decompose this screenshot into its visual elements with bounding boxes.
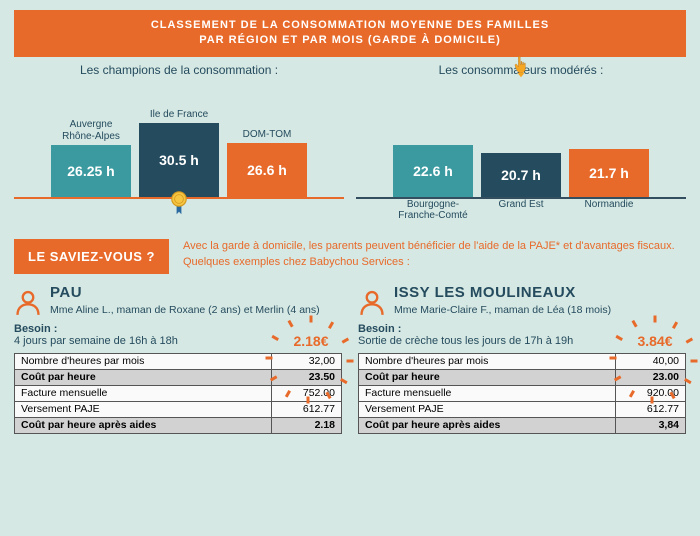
bar-top-label: DOM-TOM [243, 129, 292, 141]
medal-icon [167, 191, 191, 215]
bar-value: 30.5 h [159, 152, 199, 168]
bar: 20.7 h [481, 153, 561, 197]
bar-bottom-label: Bourgogne-Franche-Comté [389, 199, 477, 221]
bar-value: 22.6 h [413, 163, 453, 179]
bar-group: DOM-TOM 26.6 h [227, 129, 307, 197]
champions-title: Les champions de la consommation : [14, 63, 344, 77]
row-value: 612.77 [616, 401, 686, 417]
bar-charts-row: Les champions de la consommation : Auver… [0, 57, 700, 221]
champions-column: Les champions de la consommation : Auver… [14, 63, 344, 221]
row-label: Versement PAJE [15, 401, 272, 417]
row-label: Coût par heure [15, 369, 272, 385]
table-row: Coût par heure23.00 [359, 369, 686, 385]
bar-group: 21.7 h [569, 149, 649, 197]
row-value: 2.18 [272, 417, 342, 433]
bar-top-label: Ile de France [150, 109, 208, 121]
table-row: Coût par heure après aides2.18 [15, 417, 342, 433]
bar: 26.6 h [227, 143, 307, 197]
page-title: CLASSEMENT DE LA CONSOMMATION MOYENNE DE… [14, 10, 686, 57]
card-header: PAU Mme Aline L., maman de Roxane (2 ans)… [14, 284, 342, 317]
besoin-text: 4 jours par semaine de 16h à 18h [14, 335, 178, 347]
row-label: Versement PAJE [359, 401, 616, 417]
person-icon [358, 288, 386, 316]
table-row: Facture mensuelle752.00 [15, 385, 342, 401]
bar-top-label: AuvergneRhône-Alpes [62, 119, 120, 143]
table-row: Versement PAJE612.77 [359, 401, 686, 417]
row-label: Coût par heure après aides [359, 417, 616, 433]
bar-group: 22.6 h [393, 145, 473, 197]
row-label: Facture mensuelle [359, 385, 616, 401]
row-value: 3,84 [616, 417, 686, 433]
bar-value: 26.6 h [247, 162, 287, 178]
title-line2: PAR RÉGION ET PAR MOIS (GARDE À DOMICILE… [24, 33, 676, 48]
bar-value: 21.7 h [589, 165, 629, 181]
table-row: Facture mensuelle920.00 [359, 385, 686, 401]
bar: 21.7 h [569, 149, 649, 197]
moderes-column: Les consommateurs modérés : 22.6 h20.7 h… [356, 63, 686, 221]
card-city: PAU [50, 284, 320, 301]
table-row: Coût par heure23.50 [15, 369, 342, 385]
moderes-bars: 22.6 h 20.7 h 21.7 h [356, 81, 686, 199]
besoin-label: Besoin : [14, 323, 57, 335]
price-value: 3.84€ [637, 333, 672, 349]
bar-group: Ile de France 30.5 h [139, 109, 219, 197]
bar-group: AuvergneRhône-Alpes 26.25 h [51, 119, 131, 197]
examples-row: 2.18€ PAU Mme Aline L., maman de Roxane (2… [0, 274, 700, 434]
besoin-text: Sortie de crèche tous les jours de 17h à… [358, 335, 573, 347]
price-starburst: 2.18€ [284, 314, 338, 368]
table-row: Coût par heure après aides3,84 [359, 417, 686, 433]
saviez-button: LE SAVIEZ-VOUS ? [14, 239, 169, 274]
row-label: Facture mensuelle [15, 385, 272, 401]
moderes-bottom-labels: Bourgogne-Franche-ComtéGrand EstNormandi… [356, 199, 686, 221]
card-subtitle: Mme Marie-Claire F., maman de Léa (18 mo… [394, 303, 611, 317]
bar-bottom-label: Normandie [565, 199, 653, 221]
price-value: 2.18€ [293, 333, 328, 349]
bar-value: 20.7 h [501, 167, 541, 183]
bar: 30.5 h [139, 123, 219, 197]
price-starburst: 3.84€ [628, 314, 682, 368]
row-label: Coût par heure [359, 369, 616, 385]
pointer-hand-icon [509, 55, 533, 79]
bar: 26.25 h [51, 145, 131, 197]
title-line1: CLASSEMENT DE LA CONSOMMATION MOYENNE DE… [24, 18, 676, 33]
example-card-issy: 3.84€ ISSY LES MOULINEAUX Mme Marie-Claire… [358, 284, 686, 434]
card-header: ISSY LES MOULINEAUX Mme Marie-Claire F., … [358, 284, 686, 317]
bar-group: 20.7 h [481, 153, 561, 197]
bar-value: 26.25 h [67, 163, 114, 179]
champions-bars: AuvergneRhône-Alpes 26.25 h Ile de France 3… [14, 81, 344, 199]
row-label: Nombre d'heures par mois [359, 353, 616, 369]
example-card-pau: 2.18€ PAU Mme Aline L., maman de Roxane (2… [14, 284, 342, 434]
person-icon [14, 288, 42, 316]
row-label: Nombre d'heures par mois [15, 353, 272, 369]
bar-bottom-label: Grand Est [477, 199, 565, 221]
row-value: 23.50 [272, 369, 342, 385]
saviez-section: LE SAVIEZ-VOUS ? Avec la garde à domicil… [14, 239, 686, 274]
row-value: 23.00 [616, 369, 686, 385]
bar: 22.6 h [393, 145, 473, 197]
row-label: Coût par heure après aides [15, 417, 272, 433]
besoin-label: Besoin : [358, 323, 401, 335]
table-row: Versement PAJE612.77 [15, 401, 342, 417]
card-city: ISSY LES MOULINEAUX [394, 284, 611, 301]
row-value: 612.77 [272, 401, 342, 417]
card-subtitle: Mme Aline L., maman de Roxane (2 ans) et… [50, 303, 320, 317]
saviez-text: Avec la garde à domicile, les parents pe… [183, 239, 686, 271]
